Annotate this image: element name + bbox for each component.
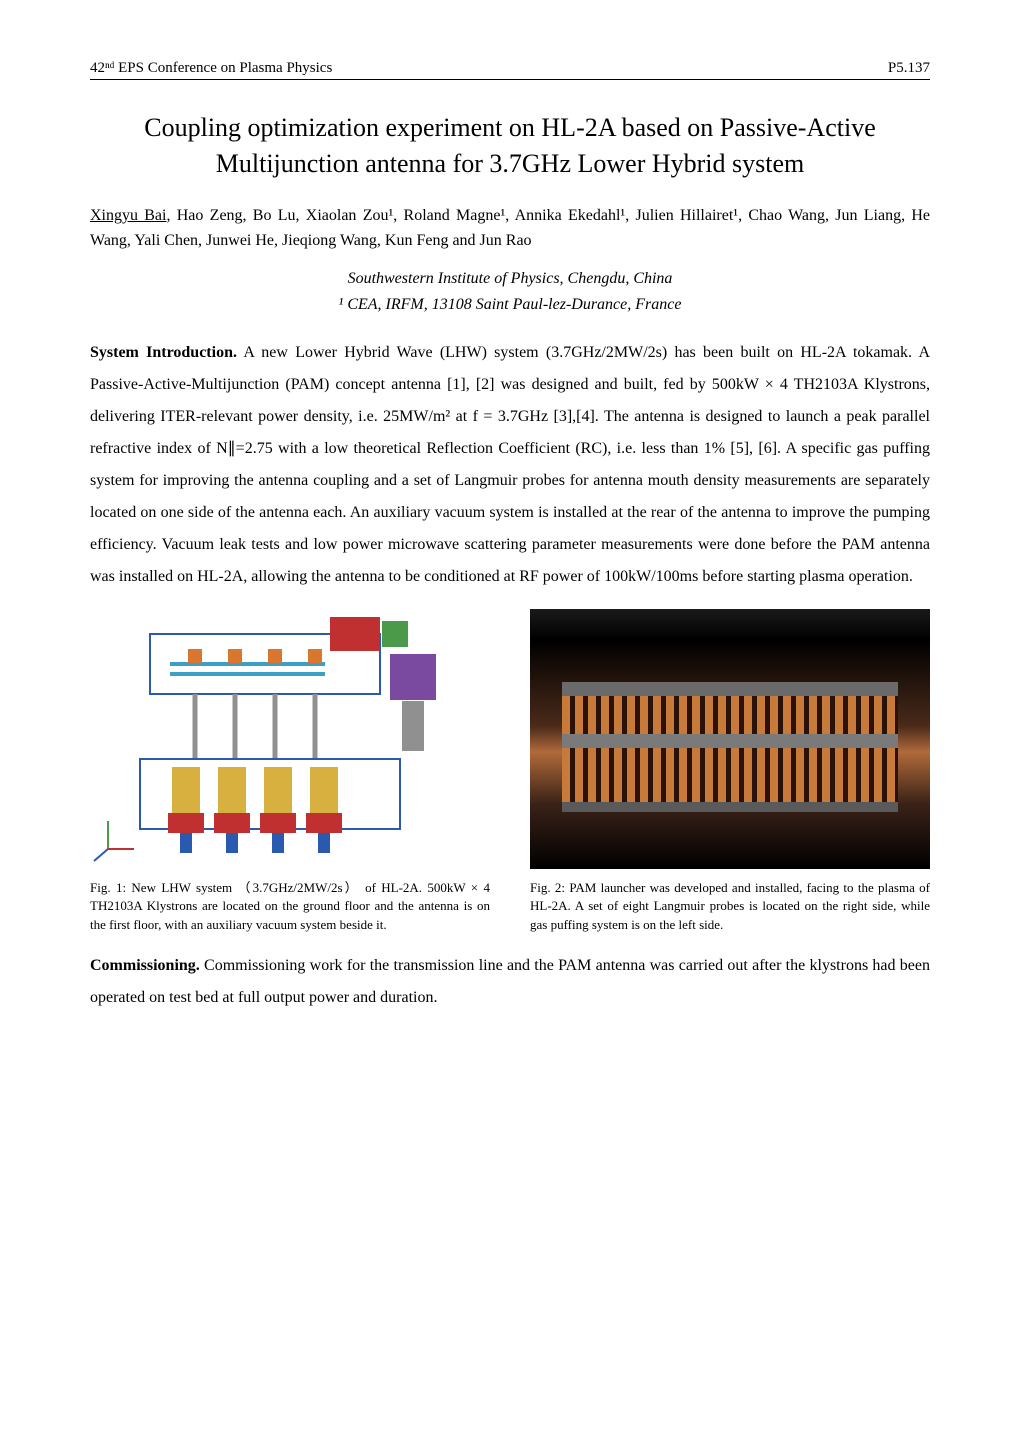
pam-launcher-photo-icon	[530, 609, 930, 869]
section-heading: System Introduction.	[90, 344, 237, 361]
title-line-2: Multijunction antenna for 3.7GHz Lower H…	[216, 149, 805, 178]
figure-2-image	[530, 609, 930, 869]
figure-2: Fig. 2: PAM launcher was developed and i…	[530, 609, 930, 934]
affiliation-1: Southwestern Institute of Physics, Cheng…	[90, 266, 930, 292]
title-line-1: Coupling optimization experiment on HL-2…	[144, 113, 875, 142]
figure-row: Fig. 1: New LHW system （3.7GHz/2MW/2s） o…	[90, 609, 930, 934]
section-body: A new Lower Hybrid Wave (LHW) system (3.…	[90, 344, 930, 585]
figure-2-caption: Fig. 2: PAM launcher was developed and i…	[530, 879, 930, 934]
author-presenting: Xingyu Bai	[90, 207, 166, 224]
page-header: 42ⁿᵈ EPS Conference on Plasma Physics P5…	[90, 60, 930, 80]
figure-1: Fig. 1: New LHW system （3.7GHz/2MW/2s） o…	[90, 609, 490, 934]
lhw-system-cad-icon	[90, 609, 490, 869]
header-right: P5.137	[888, 60, 930, 77]
header-left: 42ⁿᵈ EPS Conference on Plasma Physics	[90, 60, 332, 77]
section-commissioning: Commissioning. Commissioning work for th…	[90, 950, 930, 1014]
affiliations: Southwestern Institute of Physics, Cheng…	[90, 266, 930, 317]
authors-rest: , Hao Zeng, Bo Lu, Xiaolan Zou¹, Roland …	[90, 207, 930, 250]
section-body: Commissioning work for the transmission …	[90, 957, 930, 1006]
author-list: Xingyu Bai, Hao Zeng, Bo Lu, Xiaolan Zou…	[90, 203, 930, 254]
paper-title: Coupling optimization experiment on HL-2…	[90, 110, 930, 183]
affiliation-2: ¹ CEA, IRFM, 13108 Saint Paul-lez-Duranc…	[90, 292, 930, 318]
figure-1-image	[90, 609, 490, 869]
section-heading: Commissioning.	[90, 957, 200, 974]
figure-1-caption: Fig. 1: New LHW system （3.7GHz/2MW/2s） o…	[90, 879, 490, 934]
section-system-introduction: System Introduction. A new Lower Hybrid …	[90, 337, 930, 593]
